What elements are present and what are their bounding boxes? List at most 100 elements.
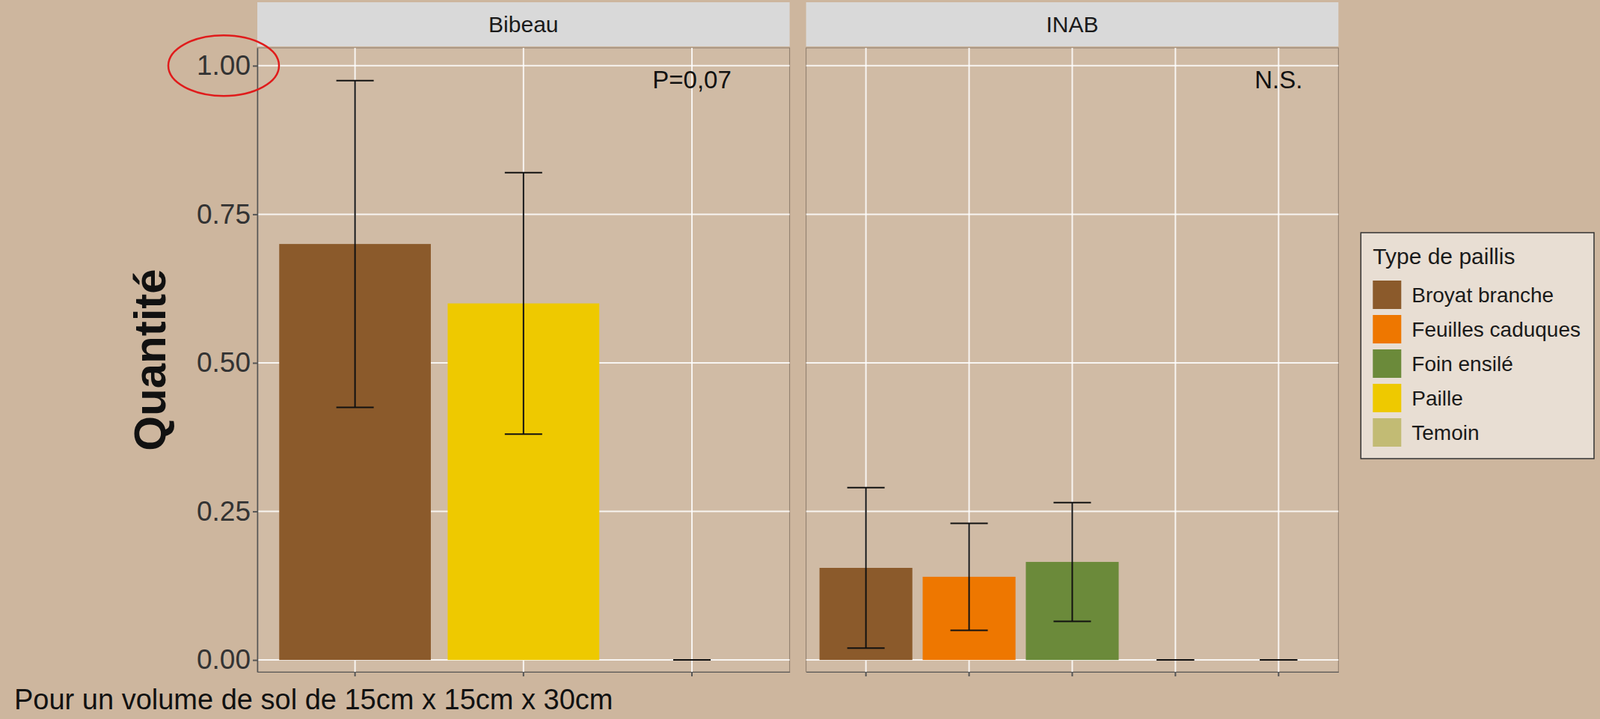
panel: INAB [806,2,1339,677]
grid-line-x [865,47,867,672]
y-tick-label: 0.75 [196,198,251,230]
grid-line-x [1277,47,1280,672]
bar [1128,659,1222,661]
chart: Bibeau 0.00 0.25 0.50 0.75 1.00 P=0,07 INAB N.S.… [0,0,1600,719]
annotation: P=0,07 [652,65,732,94]
error-bar [847,487,885,648]
error-stem [865,487,867,648]
y-tick: 0.00 [196,644,258,675]
bar [616,659,769,661]
x-axis [806,671,1339,677]
plot-frame [806,47,1339,672]
highlight-ellipse [168,35,280,96]
error-cap [504,172,543,174]
error-cap [673,658,711,661]
y-tick-label: 0.00 [196,644,251,675]
legend: Type de paillis Broyat branche Feuilles ca… [1360,232,1595,459]
y-tick: 1.00 [196,50,258,81]
y-tick-mark [252,65,258,67]
strip [257,2,790,47]
note: Pour un volume de sol de 15cm x 15cm x 3… [14,683,614,716]
error-cap [950,522,989,524]
grid-line-x [1174,47,1176,672]
y-tick: 0.25 [196,495,258,527]
x-tick-mark [354,671,357,677]
error-bar [504,172,543,434]
error-cap [1053,501,1091,504]
plot-frame [257,47,790,672]
x-tick-mark [865,671,867,677]
x-tick-mark [1071,671,1073,677]
x-tick-mark [691,671,693,677]
error-cap [673,658,711,661]
x-tick-mark [1277,671,1280,677]
x-tick-mark [1174,671,1176,677]
legend-key [1372,418,1402,447]
bar [1231,659,1325,661]
strip [806,2,1339,47]
error-cap [1053,620,1091,622]
legend-key [1372,280,1402,309]
y-axis-line [257,48,259,673]
grid-line-x [1071,47,1073,672]
y-tick: 0.50 [196,347,258,378]
error-cap [847,486,885,489]
error-stem [968,522,971,630]
x-tick [522,671,524,677]
error-cap [1156,658,1194,661]
x-axis [258,671,791,677]
legend-key [1372,383,1402,413]
error-bar [673,659,711,661]
y-axis-title: Quantité [124,268,176,451]
error-bar [336,80,375,408]
grid-line-x [691,47,693,672]
legend-label: Paille [1411,386,1463,410]
panel-title: Bibeau [488,11,559,37]
x-tick [691,671,693,677]
x-tick [354,671,356,677]
error-cap [1156,658,1194,661]
error-cap [950,629,989,631]
legend-label: Temoin [1411,421,1479,445]
error-cap [336,80,375,82]
legend-label: Broyat branche [1411,283,1554,307]
error-cap [1259,658,1298,661]
y-tick: 0.75 [196,198,258,230]
error-stem [522,172,525,434]
y-tick-mark [252,659,258,662]
legend-key [1372,349,1402,378]
error-cap [1259,658,1298,661]
marks-inner [279,80,711,660]
legend-key [1372,314,1402,344]
annotation: N.S. [1254,65,1303,94]
x-tick-mark [522,671,525,677]
y-tick-label: 0.25 [196,495,251,527]
legend-box [1360,232,1595,459]
error-stem [354,80,357,408]
x-tick [1071,671,1073,677]
panel-title: INAB [1045,11,1099,37]
y-tick-mark [252,213,258,216]
panel: Bibeau 0.00 0.25 0.50 0.75 1.00 [196,2,790,677]
marks-inner [819,487,1298,660]
x-tick-mark [968,671,971,677]
error-bar [950,522,989,630]
y-tick-mark [252,510,258,513]
x-tick [1278,671,1280,677]
error-bar [1259,659,1298,661]
error-bar [1053,502,1091,622]
error-cap [504,433,543,435]
legend-label: Feuilles caduques [1411,317,1581,342]
x-tick [968,671,970,677]
legend-label: Foin ensilé [1411,352,1513,376]
y-tick-label: 1.00 [196,50,251,81]
marks [819,487,1298,660]
x-tick [1175,671,1176,677]
error-bar [1156,659,1194,661]
y-tick-mark [252,362,258,364]
error-cap [847,647,885,649]
error-cap [336,406,375,409]
legend-title: Type de paillis [1372,243,1515,269]
grid-line-x [968,47,971,672]
y-tick-label: 0.50 [196,347,251,378]
